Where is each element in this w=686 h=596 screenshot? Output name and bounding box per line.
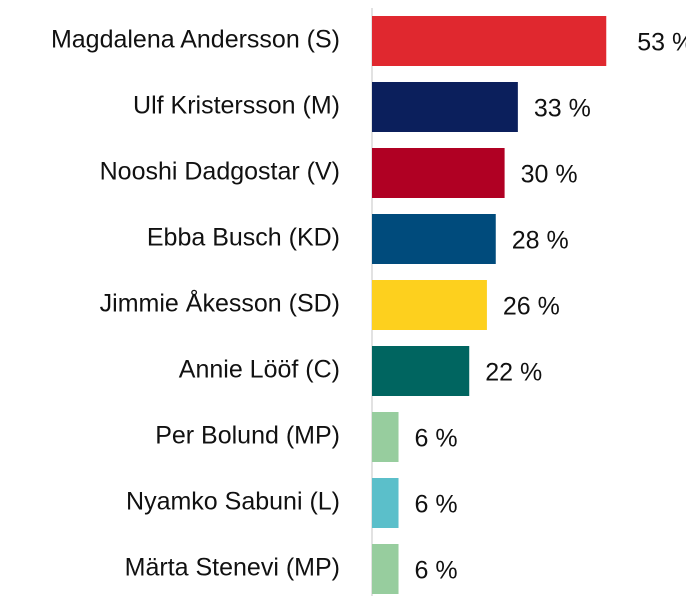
category-label: Jimmie Åkesson (SD) <box>100 288 340 318</box>
category-label: Annie Lööf (C) <box>179 356 340 384</box>
category-label: Ulf Kristersson (M) <box>133 92 340 120</box>
value-label: 22 % <box>485 359 542 387</box>
bar <box>372 346 470 396</box>
category-label: Märta Stenevi (MP) <box>125 554 340 582</box>
category-label: Nyamko Sabuni (L) <box>126 488 340 516</box>
category-label: Ebba Busch (KD) <box>147 224 340 252</box>
category-label: Nooshi Dadgostar (V) <box>100 158 340 186</box>
value-label: 6 % <box>415 491 458 519</box>
value-label: 6 % <box>415 557 458 585</box>
value-label: 6 % <box>415 425 458 453</box>
bar <box>372 148 505 198</box>
bar <box>372 82 518 132</box>
value-label: 26 % <box>503 293 560 321</box>
bar <box>372 16 607 66</box>
value-label: 30 % <box>521 161 578 189</box>
bar <box>372 544 399 594</box>
bar <box>372 478 399 528</box>
value-label: 33 % <box>534 95 591 123</box>
category-label: Per Bolund (MP) <box>155 422 340 450</box>
bar <box>372 412 399 462</box>
bar <box>372 214 496 264</box>
category-label: Magdalena Andersson (S) <box>51 26 340 54</box>
value-label: 28 % <box>512 227 569 255</box>
bar <box>372 280 487 330</box>
value-label: 53 % <box>637 29 686 57</box>
